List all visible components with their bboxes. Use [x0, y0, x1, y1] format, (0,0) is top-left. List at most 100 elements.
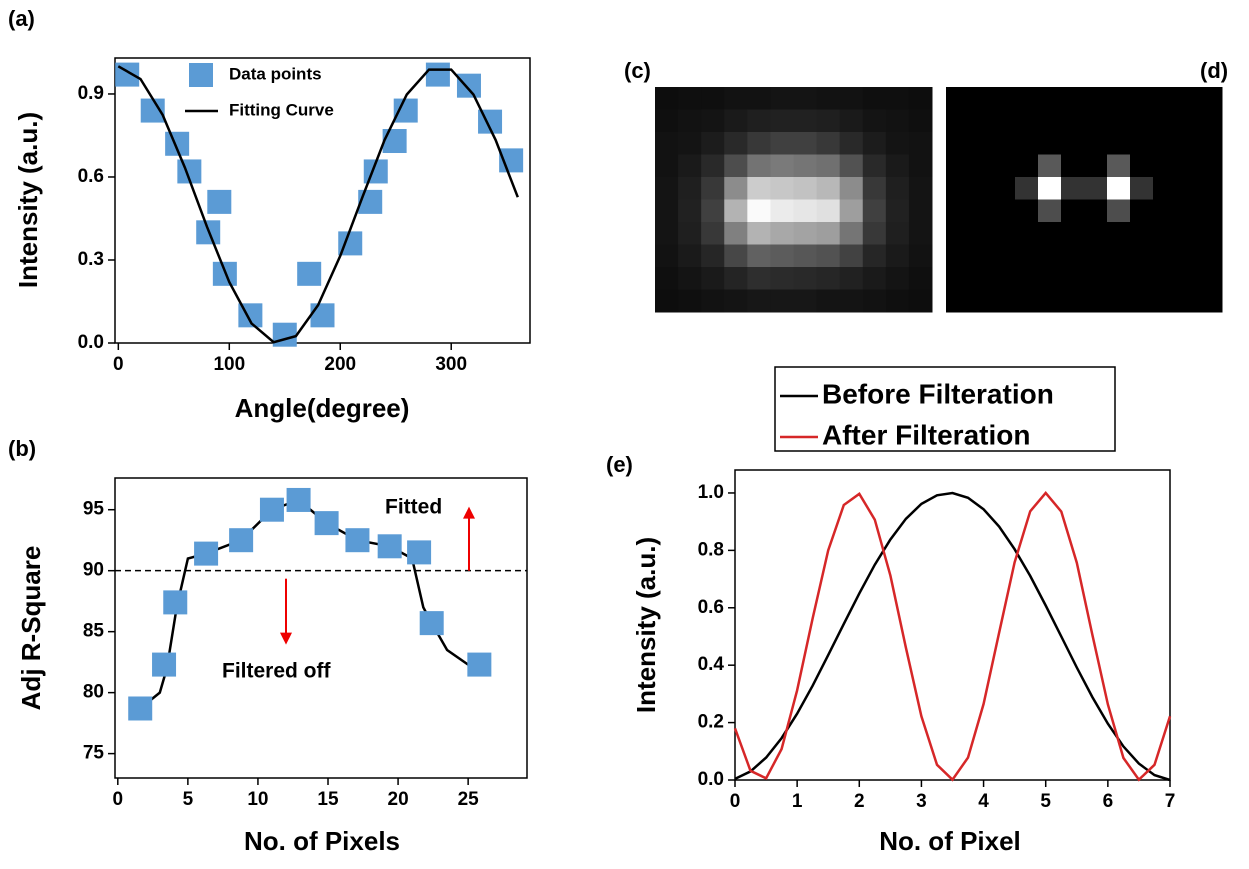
pixel	[909, 132, 933, 155]
pixel	[1061, 290, 1085, 313]
pixel	[747, 155, 771, 178]
pixel	[863, 155, 887, 178]
pixel	[840, 177, 864, 200]
pixel	[817, 87, 841, 110]
pixel	[1176, 110, 1200, 133]
pixel	[969, 155, 993, 178]
pixel	[1084, 267, 1108, 290]
pixel	[909, 267, 933, 290]
pixel	[946, 267, 970, 290]
pixel	[909, 290, 933, 313]
pixel	[840, 222, 864, 245]
pixel	[770, 132, 794, 155]
pixel	[701, 200, 725, 223]
data-point	[273, 323, 297, 347]
data-point	[229, 528, 253, 552]
pixel	[946, 200, 970, 223]
pixel	[946, 87, 970, 110]
pixel	[1061, 87, 1085, 110]
pixel	[1107, 222, 1131, 245]
pixel	[1084, 245, 1108, 268]
x-tick-label: 2	[854, 791, 865, 812]
pixel	[1061, 177, 1085, 200]
pixel	[817, 267, 841, 290]
legend-label: After Filteration	[822, 419, 1030, 450]
pixel	[770, 290, 794, 313]
pixel	[817, 245, 841, 268]
pixel	[747, 87, 771, 110]
x-tick-label: 300	[435, 354, 467, 375]
pixel	[655, 290, 679, 313]
pixel	[655, 200, 679, 223]
pixel	[1153, 290, 1177, 313]
series-line	[735, 493, 1170, 780]
pixel	[817, 177, 841, 200]
pixel	[678, 200, 702, 223]
pixel	[655, 245, 679, 268]
pixel	[794, 267, 818, 290]
pixel	[770, 177, 794, 200]
pixel	[992, 177, 1016, 200]
pixel	[724, 155, 748, 178]
pixel	[1199, 177, 1223, 200]
legend-swatch	[189, 63, 213, 87]
pixel	[701, 290, 725, 313]
annotation: Filtered off	[222, 660, 332, 683]
panel-label: (b)	[8, 436, 36, 461]
pixel	[992, 267, 1016, 290]
pixel	[886, 222, 910, 245]
pixel	[1107, 110, 1131, 133]
x-tick-label: 7	[1165, 791, 1176, 812]
pixel	[1084, 177, 1108, 200]
panel-label: (e)	[606, 452, 633, 477]
pixel	[701, 245, 725, 268]
pixel	[794, 290, 818, 313]
pixel	[1038, 155, 1062, 178]
pixel	[1107, 245, 1131, 268]
pixel	[1038, 290, 1062, 313]
pixel	[1130, 110, 1154, 133]
pixel	[1084, 132, 1108, 155]
x-tick-label: 25	[458, 789, 480, 810]
data-point	[426, 63, 450, 87]
pixel	[701, 155, 725, 178]
pixel	[1153, 267, 1177, 290]
series-line	[735, 493, 1170, 780]
pixel	[1130, 267, 1154, 290]
pixel	[678, 110, 702, 133]
data-point	[420, 611, 444, 635]
pixel	[747, 177, 771, 200]
pixel	[1061, 222, 1085, 245]
pixel	[863, 200, 887, 223]
data-point	[152, 653, 176, 677]
pixel	[992, 222, 1016, 245]
pixel	[840, 290, 864, 313]
pixel	[1153, 132, 1177, 155]
pixel	[863, 87, 887, 110]
data-point	[345, 528, 369, 552]
pixel	[1107, 177, 1131, 200]
pixel	[1061, 110, 1085, 133]
pixel	[655, 132, 679, 155]
pixel	[1084, 222, 1108, 245]
pixel	[747, 267, 771, 290]
pixel	[1015, 110, 1039, 133]
pixel	[992, 87, 1016, 110]
pixel	[724, 267, 748, 290]
pixel	[946, 177, 970, 200]
pixel	[655, 222, 679, 245]
pixel	[909, 177, 933, 200]
pixel	[770, 267, 794, 290]
pixel	[1176, 267, 1200, 290]
pixel	[1015, 132, 1039, 155]
pixel	[886, 155, 910, 178]
pixel	[1107, 267, 1131, 290]
pixel	[817, 155, 841, 178]
pixel	[1107, 200, 1131, 223]
pixel	[946, 155, 970, 178]
pixel	[701, 87, 725, 110]
annotation: Fitted	[385, 496, 442, 519]
pixel	[655, 267, 679, 290]
pixel	[724, 87, 748, 110]
pixel	[1153, 222, 1177, 245]
